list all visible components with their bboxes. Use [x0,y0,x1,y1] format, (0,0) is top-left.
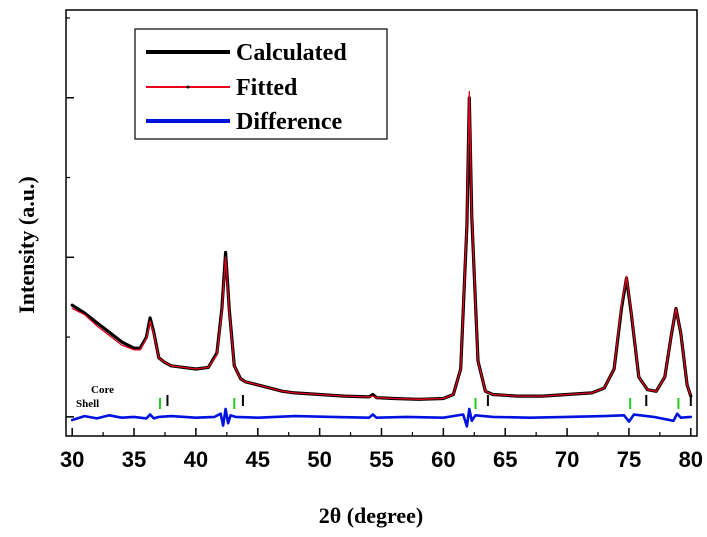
marker-label-shell: Shell [76,398,99,410]
series-line-fitted [71,90,692,400]
x-axis-label: 2θ (degree) [319,503,424,528]
legend: Calculated Fitted Difference [134,28,388,140]
x-tick-label: 55 [369,447,393,472]
legend-label-calculated: Calculated [236,40,347,66]
x-tick-label: 65 [493,447,517,472]
legend-label-fitted: Fitted [236,75,298,101]
series-group [70,90,693,428]
x-tick-label: 60 [431,447,455,472]
x-tick-label: 50 [307,447,331,472]
y-axis-label: Intensity (a.u.) [14,176,39,314]
y-axis-ticks [66,17,74,418]
x-tick-label: 30 [60,447,84,472]
reflection-markers [159,395,692,409]
series-line-calculated [70,96,693,401]
legend-marker-fitted [186,85,190,89]
x-tick-label: 45 [246,447,270,472]
series-line-difference [70,407,693,428]
legend-label-difference: Difference [236,109,343,135]
x-axis-ticks: 30 35 40 45 50 55 60 65 70 75 80 [60,428,703,472]
x-tick-label: 40 [184,447,208,472]
x-tick-label: 80 [679,447,703,472]
x-tick-label: 70 [555,447,579,472]
x-tick-label: 75 [617,447,641,472]
x-tick-label: 35 [122,447,146,472]
marker-label-core: Core [91,384,114,396]
